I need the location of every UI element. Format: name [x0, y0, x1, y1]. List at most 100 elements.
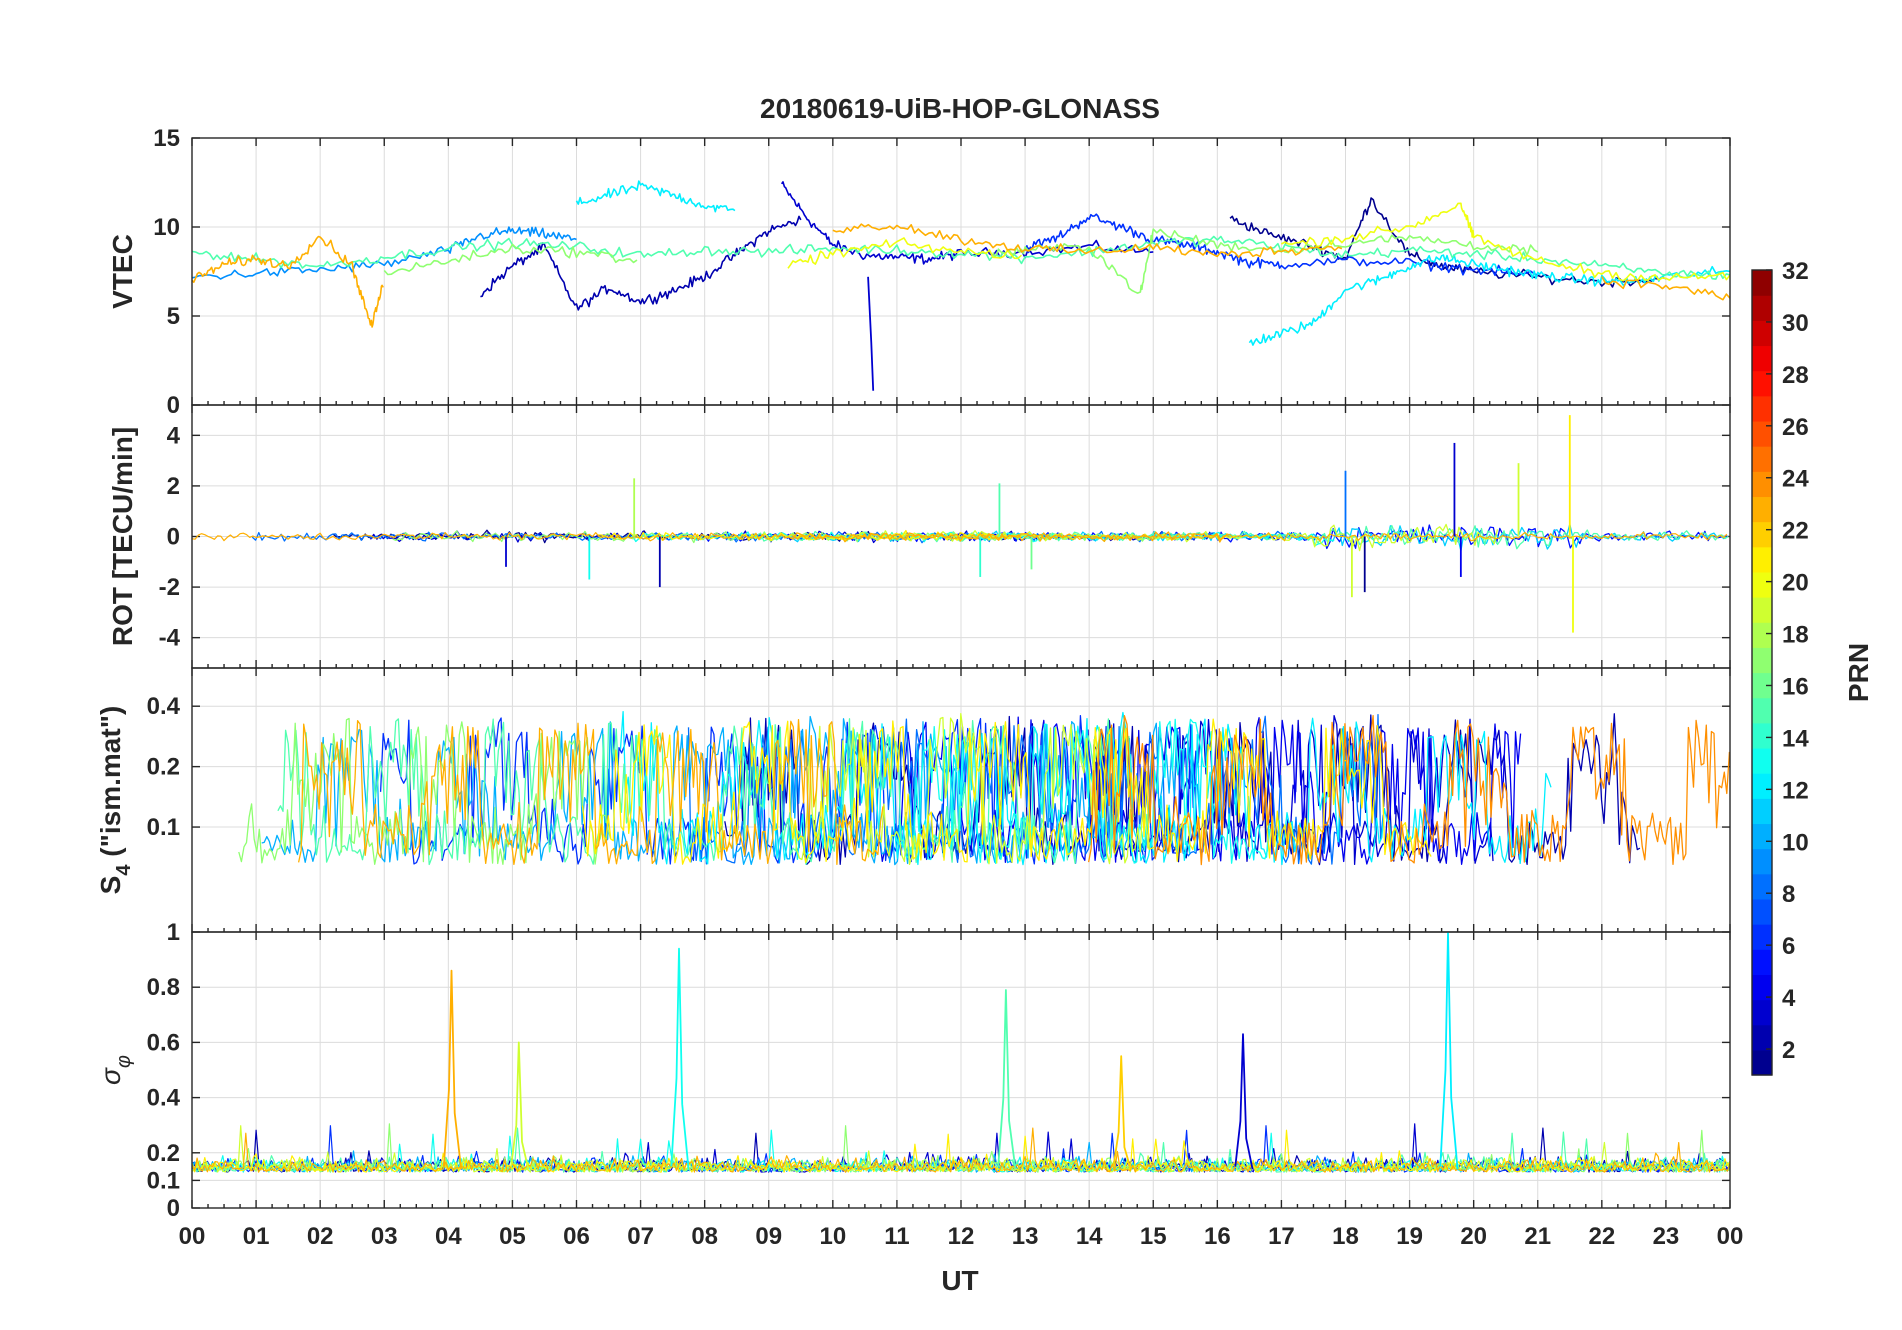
x-tick-label: 08 [691, 1223, 718, 1250]
colorbar-segment [1752, 873, 1772, 900]
colorbar-tick-label: 14 [1782, 725, 1809, 752]
vtec-series-prn-6 [1024, 213, 1539, 277]
x-tick-label: 20 [1460, 1223, 1487, 1250]
colorbar-segment [1752, 924, 1772, 950]
colorbar-segment [1752, 597, 1772, 623]
colorbar-segment [1752, 395, 1772, 422]
vtec-series-prn-23 [1601, 276, 1730, 301]
colorbar-segment [1752, 672, 1772, 699]
y-tick-label: 0.1 [147, 1167, 180, 1194]
colorbar-segment [1752, 747, 1772, 774]
colorbar-segment [1752, 320, 1772, 347]
series-group [192, 932, 1730, 1173]
vtec-series-prn-9 [192, 226, 577, 280]
colorbar-segment [1752, 1049, 1772, 1076]
colorbar-tick-label: 22 [1782, 518, 1809, 545]
x-tick-label: 09 [755, 1223, 782, 1250]
colorbar-segment [1752, 722, 1772, 749]
y-axis-label: σφ [95, 1055, 135, 1085]
colorbar-segment [1752, 295, 1772, 321]
colorbar-tick-label: 10 [1782, 829, 1809, 856]
colorbar-segment [1752, 1024, 1772, 1051]
colorbar-tick-label: 6 [1782, 933, 1795, 960]
sigma-peak-prn-13 [670, 947, 690, 1170]
colorbar-segment [1752, 370, 1772, 397]
colorbar-segment [1752, 999, 1772, 1026]
sigma-peak-prn-23 [442, 969, 463, 1170]
x-tick-label: 06 [563, 1223, 590, 1250]
vtec-series-prn-12 [575, 180, 736, 213]
x-tick-label: 13 [1012, 1223, 1039, 1250]
series-group [238, 711, 1730, 866]
vtec-series-prn-17 [992, 228, 1539, 294]
x-tick-label: 00 [1717, 1223, 1744, 1250]
series-group [192, 180, 1730, 391]
x-tick-label: 17 [1268, 1223, 1295, 1250]
colorbar-segment [1752, 647, 1772, 674]
colorbar-tick-label: 30 [1782, 310, 1809, 337]
series-group [192, 415, 1729, 633]
colorbar-segment [1752, 848, 1772, 875]
colorbar-segment [1752, 420, 1772, 447]
y-tick-label: 0 [167, 524, 180, 551]
y-tick-label: 2 [167, 473, 180, 500]
colorbar-tick-label: 4 [1782, 985, 1796, 1012]
y-tick-label: -2 [159, 574, 180, 601]
vtec-series-prn-23 [832, 223, 1343, 259]
y-tick-label: 0.4 [147, 1085, 181, 1112]
x-tick-label: 01 [243, 1223, 270, 1250]
colorbar-segment [1752, 622, 1772, 648]
sigma-peak-prn-3 [1234, 1033, 1254, 1170]
x-tick-label: 23 [1653, 1223, 1680, 1250]
s4-series-prn-23 [297, 718, 884, 866]
y-axis-label: S4 ("ism.mat") [95, 706, 135, 895]
x-axis-label: UT [941, 1265, 978, 1296]
x-tick-label: 00 [179, 1223, 206, 1250]
x-tick-label: 07 [627, 1223, 654, 1250]
x-tick-label: 15 [1140, 1223, 1167, 1250]
chart-title: 20180619-UiB-HOP-GLONASS [760, 93, 1160, 124]
colorbar-tick-label: 12 [1782, 777, 1809, 804]
y-tick-label: 5 [167, 303, 180, 330]
x-tick-label: 12 [948, 1223, 975, 1250]
panel-sigma-phi: 00.10.2 0.4 0.6 0.8 1 σφ [95, 919, 1731, 1222]
x-tick-label: 19 [1396, 1223, 1423, 1250]
colorbar-segment [1752, 898, 1772, 925]
panel-rot: -4 -2 0 2 4 ROT [TECU/min] [107, 404, 1731, 669]
y-tick-label: 15 [153, 125, 180, 152]
y-axis-label: VTEC [107, 234, 138, 309]
y-tick-label: 0.2 [147, 1140, 180, 1167]
colorbar-segment [1752, 773, 1772, 799]
y-tick-label: 0 [167, 392, 180, 419]
sigma-series-prn-23 [192, 1127, 1730, 1173]
vtec-series-prn-15 [192, 235, 1730, 280]
y-tick-label: 4 [167, 422, 181, 449]
y-tick-label: 10 [153, 214, 180, 241]
colorbar-segment [1752, 798, 1772, 825]
rot-series-prn-23-full [192, 531, 1728, 542]
colorbar-tick-label: 2 [1782, 1037, 1795, 1064]
s4-series-prn-4 [876, 716, 1522, 865]
y-tick-label: -4 [159, 625, 181, 652]
x-tick-label: 14 [1076, 1223, 1103, 1250]
colorbar-segment [1752, 546, 1772, 573]
x-tick-label: 03 [371, 1223, 398, 1250]
vtec-series-prn-12 [1248, 253, 1730, 346]
x-tick-label: 05 [499, 1223, 526, 1250]
sigma-series-prn-15 [192, 1127, 1730, 1173]
y-tick-label: 0 [167, 1195, 180, 1222]
colorbar-tick-label: 28 [1782, 362, 1809, 389]
vtec-series-prn-17 [383, 243, 638, 276]
colorbar-tick-label: 24 [1782, 466, 1809, 493]
x-tick-label: 10 [819, 1223, 846, 1250]
colorbar-segment [1752, 496, 1772, 523]
colorbar-tick-label: 32 [1782, 258, 1809, 285]
x-tick-label: 18 [1332, 1223, 1359, 1250]
vtec-series-prn-20 [787, 237, 1023, 269]
colorbar-segment [1752, 446, 1772, 472]
vtec-series-prn-2 [480, 215, 802, 311]
colorbar-tick-label: 8 [1782, 881, 1795, 908]
y-tick-label: 0.8 [147, 974, 180, 1001]
